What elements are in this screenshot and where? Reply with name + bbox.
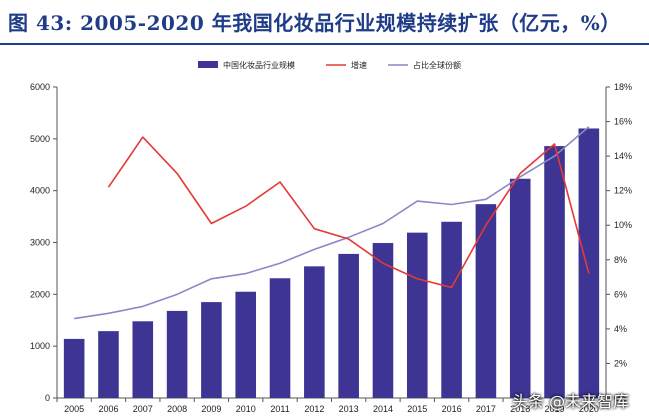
right-tick-label: 10% bbox=[614, 220, 632, 230]
bar-2007 bbox=[132, 321, 154, 398]
right-tick-label: 18% bbox=[614, 82, 632, 92]
left-tick-label: 1000 bbox=[30, 341, 50, 351]
x-tick-label: 2015 bbox=[407, 404, 427, 414]
right-tick-label: 6% bbox=[614, 289, 627, 299]
legend-label-bar: 中国化妆品行业规模 bbox=[223, 60, 295, 70]
bar-2010 bbox=[235, 291, 257, 398]
x-tick-label: 2019 bbox=[545, 404, 565, 414]
bar-2006 bbox=[98, 331, 119, 398]
x-tick-label: 2008 bbox=[167, 404, 187, 414]
x-tick-label: 2014 bbox=[373, 404, 393, 414]
left-tick-label: 0 bbox=[45, 393, 50, 403]
x-tick-label: 2007 bbox=[133, 404, 153, 414]
x-tick-label: 2011 bbox=[270, 404, 289, 414]
bar-2015 bbox=[406, 232, 428, 398]
right-tick-label: 8% bbox=[614, 255, 627, 265]
bar-2020 bbox=[578, 128, 600, 398]
bar-2013 bbox=[338, 253, 359, 398]
bar-2008 bbox=[166, 310, 188, 398]
bar-2016 bbox=[441, 221, 462, 398]
chart-title: 图 43: 2005-2020 年我国化妆品行业规模持续扩张（亿元，%） bbox=[8, 11, 621, 35]
right-tick-label: 12% bbox=[614, 186, 632, 196]
bar-2017 bbox=[475, 204, 497, 398]
bar-2019 bbox=[544, 146, 565, 398]
x-tick-label: 2009 bbox=[201, 404, 221, 414]
bar-2012 bbox=[304, 266, 325, 398]
x-tick-label: 2020 bbox=[579, 404, 599, 414]
title-bar: 图 43: 2005-2020 年我国化妆品行业规模持续扩张（亿元，%） bbox=[0, 0, 649, 45]
right-tick-label: 14% bbox=[614, 151, 632, 161]
bar-2011 bbox=[269, 278, 291, 398]
right-tick-label: 16% bbox=[614, 117, 632, 127]
bar-2018 bbox=[509, 178, 531, 398]
x-tick-label: 2017 bbox=[476, 404, 496, 414]
x-tick-label: 2013 bbox=[339, 404, 359, 414]
chart: 中国化妆品行业规模 增速 占比全球份额 0 1000 2000 3000 4000 5000 60… bbox=[30, 60, 632, 414]
bar-2005 bbox=[63, 338, 85, 398]
x-tick-label: 2010 bbox=[236, 404, 256, 414]
x-tick-label: 2018 bbox=[510, 404, 530, 414]
x-tick-label: 2006 bbox=[98, 404, 118, 414]
share-line bbox=[74, 126, 590, 320]
x-tick-label: 2016 bbox=[442, 404, 462, 414]
left-tick-label: 5000 bbox=[30, 134, 50, 144]
left-tick-label: 4000 bbox=[30, 186, 50, 196]
left-tick-label: 6000 bbox=[30, 82, 50, 92]
legend-swatch-bar bbox=[198, 61, 218, 68]
right-tick-label: 0% bbox=[614, 393, 627, 403]
legend-label-share: 占比全球份额 bbox=[413, 60, 461, 70]
bar-2014 bbox=[372, 243, 394, 398]
right-tick-label: 2% bbox=[614, 358, 627, 368]
left-tick-label: 3000 bbox=[30, 238, 50, 248]
watermark: 头条 @未来智库 bbox=[512, 392, 630, 411]
bar-2009 bbox=[201, 302, 222, 398]
left-tick-label: 2000 bbox=[30, 289, 50, 299]
x-tick-label: 2005 bbox=[64, 404, 84, 414]
right-tick-label: 4% bbox=[614, 324, 627, 334]
legend-label-growth: 增速 bbox=[351, 60, 367, 70]
x-tick-label: 2012 bbox=[304, 404, 324, 414]
